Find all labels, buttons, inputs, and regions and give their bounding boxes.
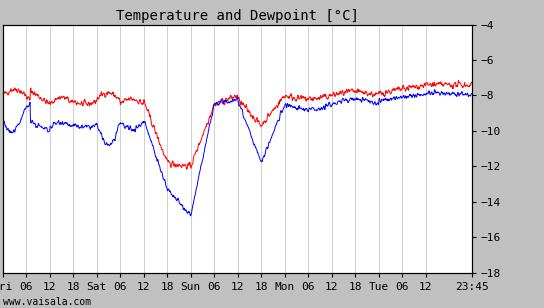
Title: Temperature and Dewpoint [°C]: Temperature and Dewpoint [°C]: [116, 10, 358, 23]
Text: www.vaisala.com: www.vaisala.com: [3, 297, 91, 307]
